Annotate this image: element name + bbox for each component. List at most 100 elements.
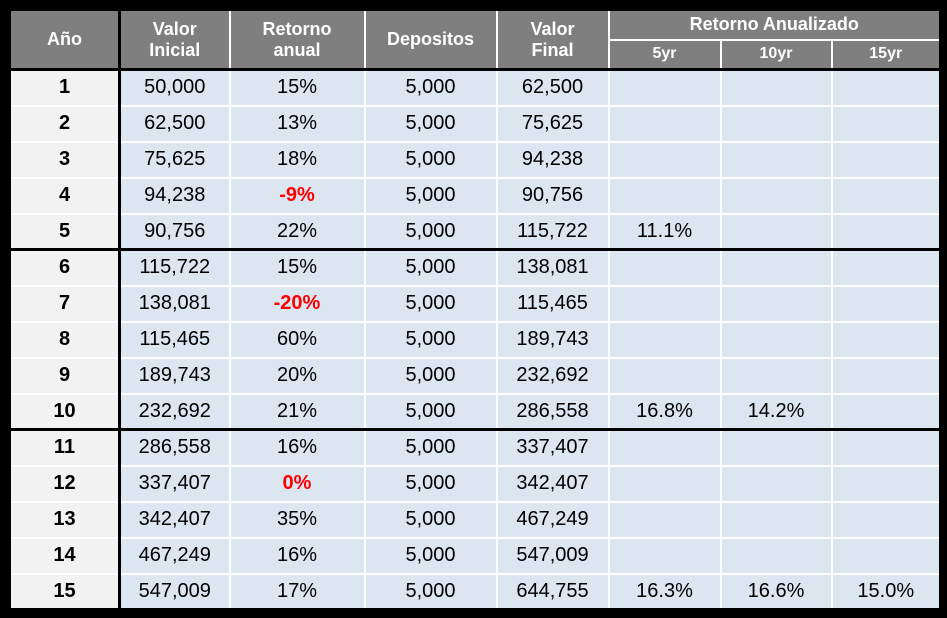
cell-final-value: 62,500 — [495, 68, 610, 107]
table-row: 8 115,465 60% 5,000 189,743 — [8, 320, 942, 359]
cell-deposits: 5,000 — [363, 140, 498, 179]
cell-annual-return: 17% — [228, 572, 366, 611]
cell-annualized-10yr — [719, 176, 833, 215]
cell-final-value: 547,009 — [495, 536, 610, 575]
cell-annualized-5yr — [607, 104, 722, 143]
cell-annualized-10yr — [719, 140, 833, 179]
cell-initial-value: 547,009 — [118, 572, 231, 611]
cell-deposits: 5,000 — [363, 392, 498, 431]
cell-final-value: 94,238 — [495, 140, 610, 179]
cell-year: 8 — [8, 320, 121, 359]
cell-final-value: 115,722 — [495, 212, 610, 251]
table-header: Año Valor Inicial Retorno anual Deposito… — [8, 8, 942, 71]
cell-annualized-5yr — [607, 284, 722, 323]
cell-deposits: 5,000 — [363, 464, 498, 503]
cell-annualized-5yr — [607, 536, 722, 575]
table-row: 4 94,238 -9% 5,000 90,756 — [8, 176, 942, 215]
cell-annualized-10yr — [719, 68, 833, 107]
cell-deposits: 5,000 — [363, 68, 498, 107]
table-body: 1 50,000 15% 5,000 62,500 2 62,500 13% 5,000 75,6… — [8, 68, 942, 611]
table-row: 7 138,081 -20% 5,000 115,465 — [8, 284, 942, 323]
cell-initial-value: 115,465 — [118, 320, 231, 359]
table-row: 10 232,692 21% 5,000 286,558 16.8% 14.2% — [8, 392, 942, 431]
table-row: 14 467,249 16% 5,000 547,009 — [8, 536, 942, 575]
cell-final-value: 115,465 — [495, 284, 610, 323]
header-deposits: Depositos — [363, 8, 498, 71]
header-5yr: 5yr — [607, 38, 722, 71]
cell-annual-return: 22% — [228, 212, 366, 251]
table-row: 3 75,625 18% 5,000 94,238 — [8, 140, 942, 179]
cell-year: 12 — [8, 464, 121, 503]
cell-annualized-5yr — [607, 464, 722, 503]
cell-year: 10 — [8, 392, 121, 431]
cell-final-value: 138,081 — [495, 248, 610, 287]
cell-initial-value: 286,558 — [118, 428, 231, 467]
cell-annualized-15yr — [830, 284, 942, 323]
cell-final-value: 189,743 — [495, 320, 610, 359]
cell-annualized-15yr — [830, 104, 942, 143]
table-row: 1 50,000 15% 5,000 62,500 — [8, 68, 942, 107]
cell-annualized-5yr — [607, 248, 722, 287]
cell-annual-return: -9% — [228, 176, 366, 215]
cell-deposits: 5,000 — [363, 500, 498, 539]
cell-final-value: 90,756 — [495, 176, 610, 215]
cell-initial-value: 337,407 — [118, 464, 231, 503]
header-annualized-return-group: Retorno Anualizado — [607, 8, 942, 41]
cell-annualized-15yr — [830, 248, 942, 287]
cell-final-value: 342,407 — [495, 464, 610, 503]
cell-annual-return: 15% — [228, 248, 366, 287]
cell-annualized-15yr — [830, 536, 942, 575]
cell-initial-value: 90,756 — [118, 212, 231, 251]
cell-final-value: 75,625 — [495, 104, 610, 143]
cell-deposits: 5,000 — [363, 428, 498, 467]
cell-annualized-15yr — [830, 176, 942, 215]
cell-annual-return: 15% — [228, 68, 366, 107]
cell-annual-return: 20% — [228, 356, 366, 395]
cell-initial-value: 115,722 — [118, 248, 231, 287]
cell-year: 7 — [8, 284, 121, 323]
cell-annualized-10yr — [719, 248, 833, 287]
cell-annualized-10yr — [719, 212, 833, 251]
cell-annualized-15yr — [830, 212, 942, 251]
cell-annual-return: 13% — [228, 104, 366, 143]
cell-annualized-10yr — [719, 104, 833, 143]
cell-final-value: 467,249 — [495, 500, 610, 539]
cell-deposits: 5,000 — [363, 536, 498, 575]
table-row: 5 90,756 22% 5,000 115,722 11.1% — [8, 212, 942, 251]
header-initial-value: Valor Inicial — [118, 8, 231, 71]
cell-annual-return: 0% — [228, 464, 366, 503]
cell-annualized-5yr — [607, 428, 722, 467]
cell-initial-value: 138,081 — [118, 284, 231, 323]
cell-year: 13 — [8, 500, 121, 539]
cell-annualized-15yr — [830, 68, 942, 107]
cell-initial-value: 75,625 — [118, 140, 231, 179]
cell-initial-value: 467,249 — [118, 536, 231, 575]
cell-initial-value: 62,500 — [118, 104, 231, 143]
cell-year: 4 — [8, 176, 121, 215]
cell-deposits: 5,000 — [363, 320, 498, 359]
cell-annualized-15yr — [830, 464, 942, 503]
cell-annual-return: -20% — [228, 284, 366, 323]
header-final-value: Valor Final — [495, 8, 610, 71]
cell-annualized-10yr: 16.6% — [719, 572, 833, 611]
cell-annualized-15yr — [830, 356, 942, 395]
cell-initial-value: 189,743 — [118, 356, 231, 395]
cell-annualized-10yr — [719, 500, 833, 539]
cell-deposits: 5,000 — [363, 356, 498, 395]
cell-deposits: 5,000 — [363, 176, 498, 215]
cell-deposits: 5,000 — [363, 572, 498, 611]
cell-annualized-5yr — [607, 320, 722, 359]
table-row: 11 286,558 16% 5,000 337,407 — [8, 428, 942, 467]
cell-initial-value: 232,692 — [118, 392, 231, 431]
cell-year: 9 — [8, 356, 121, 395]
cell-annualized-10yr — [719, 464, 833, 503]
cell-deposits: 5,000 — [363, 284, 498, 323]
cell-annualized-15yr — [830, 320, 942, 359]
cell-annualized-10yr — [719, 284, 833, 323]
cell-annualized-15yr — [830, 140, 942, 179]
table-row: 2 62,500 13% 5,000 75,625 — [8, 104, 942, 143]
cell-annualized-5yr — [607, 500, 722, 539]
cell-annualized-10yr — [719, 356, 833, 395]
cell-annualized-10yr — [719, 428, 833, 467]
cell-deposits: 5,000 — [363, 104, 498, 143]
